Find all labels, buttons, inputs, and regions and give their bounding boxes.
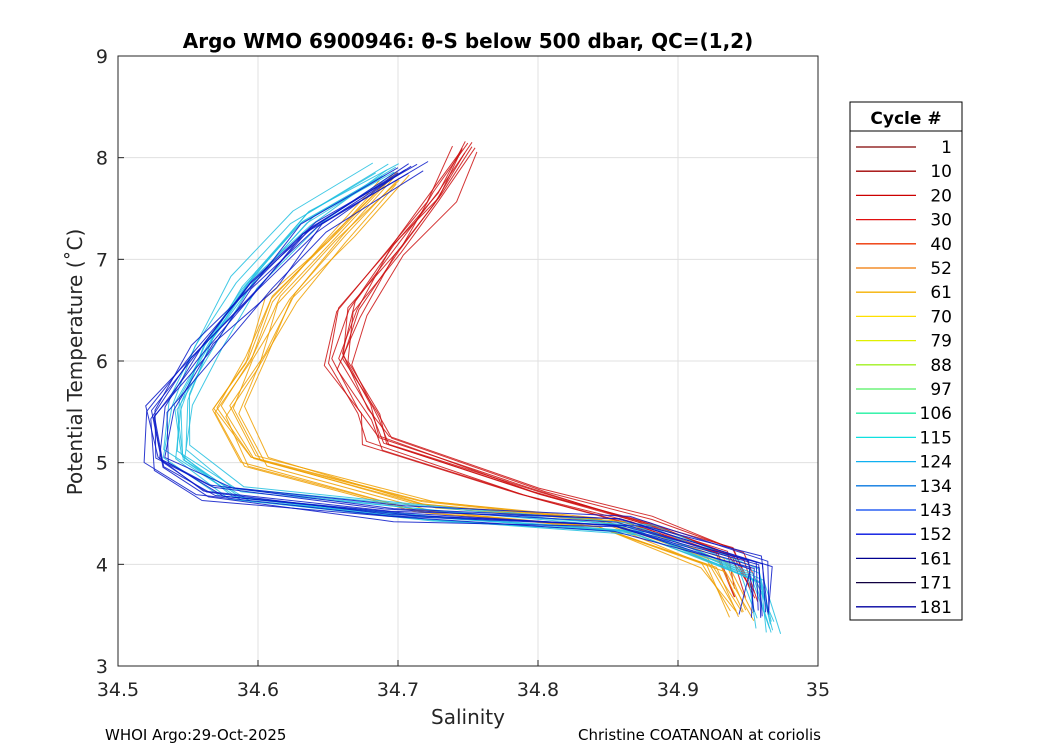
- legend-label: 152: [920, 525, 952, 545]
- y-tick-label: 5: [96, 453, 108, 475]
- series-line-bundle: [164, 161, 770, 611]
- legend-label: 161: [920, 549, 952, 569]
- series-line: [153, 165, 763, 617]
- legend-label: 134: [920, 477, 952, 497]
- legend: Cycle # 1 10 20 30 40 52 61 70 79 88 97 106 115 124 13…: [849, 101, 963, 621]
- series-line-bundle: [342, 142, 753, 589]
- series-line-bundle: [150, 172, 755, 618]
- legend-label: 40: [930, 235, 952, 255]
- legend-label: 181: [920, 598, 952, 618]
- footer-left-credit: WHOI Argo:29-Oct-2025: [105, 726, 287, 744]
- legend-label: 171: [920, 574, 952, 594]
- y-tick-label: 8: [96, 148, 108, 170]
- y-tick-label: 9: [96, 46, 108, 68]
- legend-label: 30: [930, 211, 952, 231]
- legend-label: 79: [930, 332, 952, 352]
- x-tick-label: 34.7: [377, 679, 419, 701]
- series-lines: [143, 141, 782, 634]
- y-tick-label: 4: [96, 554, 108, 576]
- legend-label: 88: [930, 356, 952, 376]
- y-tick-label: 7: [96, 249, 108, 271]
- legend-label: 106: [920, 404, 952, 424]
- x-axis-label: Salinity: [431, 705, 505, 729]
- series-line-bundle: [220, 171, 743, 613]
- x-tick-label: 35: [806, 679, 830, 701]
- legend-label: 124: [920, 453, 952, 473]
- series-line-bundle: [185, 166, 771, 625]
- series-line-bundle: [145, 163, 759, 611]
- legend-label: 10: [930, 162, 952, 182]
- series-line: [175, 175, 774, 631]
- y-axis-label: Potential Temperature (˚C): [63, 229, 87, 496]
- series-line-bundle: [225, 179, 739, 618]
- legend-entries: 1 10 20 30 40 52 61 70 79 88 97 106 115 124 134 143 152 1…: [856, 138, 952, 618]
- series-line-bundle: [351, 151, 759, 602]
- series-line-bundle: [188, 163, 772, 622]
- legend-label: 1: [941, 138, 952, 158]
- plot-frame: [117, 55, 819, 667]
- series-line-bundle: [154, 167, 755, 612]
- series-line-bundle: [238, 183, 755, 622]
- series-line-bundle: [328, 149, 736, 598]
- legend-label: 52: [930, 259, 952, 279]
- x-tick-label: 34.6: [237, 679, 279, 701]
- series-line-bundle: [347, 147, 756, 599]
- legend-label: 70: [930, 307, 952, 327]
- series-line-bundle: [162, 172, 757, 629]
- x-tick-label: 34.9: [657, 679, 699, 701]
- series-line-bundle: [342, 146, 762, 593]
- series-line-bundle: [180, 169, 772, 633]
- y-tick-label: 3: [96, 656, 108, 678]
- y-tick-label: 6: [96, 351, 108, 373]
- series-line-bundle: [323, 145, 735, 598]
- legend-label: 61: [930, 283, 952, 303]
- series-line-bundle: [153, 170, 762, 618]
- legend-label: 97: [930, 380, 952, 400]
- footer-right-credit: Christine COATANOAN at coriolis: [578, 726, 821, 744]
- series-line-bundle: [143, 172, 751, 615]
- legend-label: 115: [920, 428, 952, 448]
- series-line-bundle: [212, 180, 739, 614]
- x-tick-labels: 34.5 34.6 34.7 34.8 34.9 35: [97, 679, 830, 701]
- legend-label: 143: [920, 501, 952, 521]
- legend-label: 20: [930, 186, 952, 206]
- legend-title: Cycle #: [870, 109, 941, 129]
- x-tick-label: 34.8: [517, 679, 559, 701]
- y-tick-labels: 3 4 5 6 7 8 9: [96, 46, 108, 678]
- series-line-bundle: [232, 177, 744, 613]
- x-tick-label: 34.5: [97, 679, 139, 701]
- chart-title: Argo WMO 6900946: θ-S below 500 dbar, QC…: [183, 29, 753, 53]
